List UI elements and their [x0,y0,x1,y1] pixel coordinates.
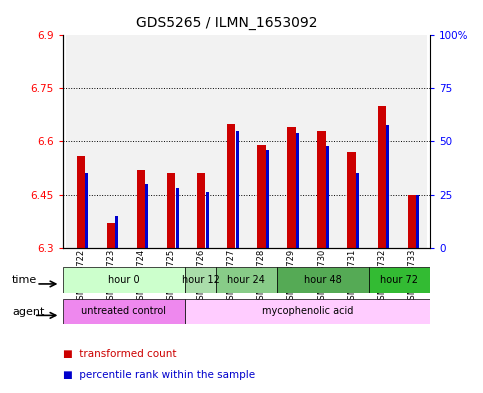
Bar [216,267,277,293]
Bar [408,195,416,248]
Bar [416,195,419,248]
Bar [276,35,307,248]
Bar [137,170,145,248]
Bar [66,35,96,248]
Text: time: time [12,275,37,285]
Text: agent: agent [12,307,44,317]
Bar [216,35,246,248]
Bar [96,35,126,248]
Bar [397,35,427,248]
Text: hour 12: hour 12 [182,275,219,285]
Bar [337,35,367,248]
Bar [257,145,266,248]
Text: GDS5265 / ILMN_1653092: GDS5265 / ILMN_1653092 [136,16,318,30]
Bar [287,127,296,248]
Bar [356,173,359,248]
Bar [63,299,185,324]
Bar [175,188,179,248]
Bar [317,131,326,248]
Text: ■  transformed count: ■ transformed count [63,349,176,359]
Bar [107,223,115,248]
Text: untreated control: untreated control [82,307,167,316]
Bar [185,267,216,293]
Bar [236,131,239,248]
Bar [156,35,186,248]
Bar [185,299,430,324]
Bar [347,152,356,248]
Bar [307,35,337,248]
Text: hour 24: hour 24 [227,275,265,285]
Text: hour 0: hour 0 [108,275,140,285]
Text: hour 48: hour 48 [304,275,341,285]
Bar [378,106,386,248]
Bar [77,156,85,248]
Text: ■  percentile rank within the sample: ■ percentile rank within the sample [63,370,255,380]
Bar [246,35,276,248]
Bar [197,173,205,248]
Bar [85,173,88,248]
Text: mycophenolic acid: mycophenolic acid [262,307,353,316]
Bar [296,133,299,248]
Bar [115,216,118,248]
Bar [386,125,389,248]
Bar [326,146,329,248]
Bar [63,267,185,293]
Bar [227,124,236,248]
Bar [126,35,156,248]
Bar [266,150,269,248]
Bar [367,35,397,248]
Text: hour 72: hour 72 [380,275,418,285]
Bar [167,173,175,248]
Bar [206,193,209,248]
Bar [186,35,216,248]
Bar [145,184,148,248]
Bar [277,267,369,293]
Bar [369,267,430,293]
